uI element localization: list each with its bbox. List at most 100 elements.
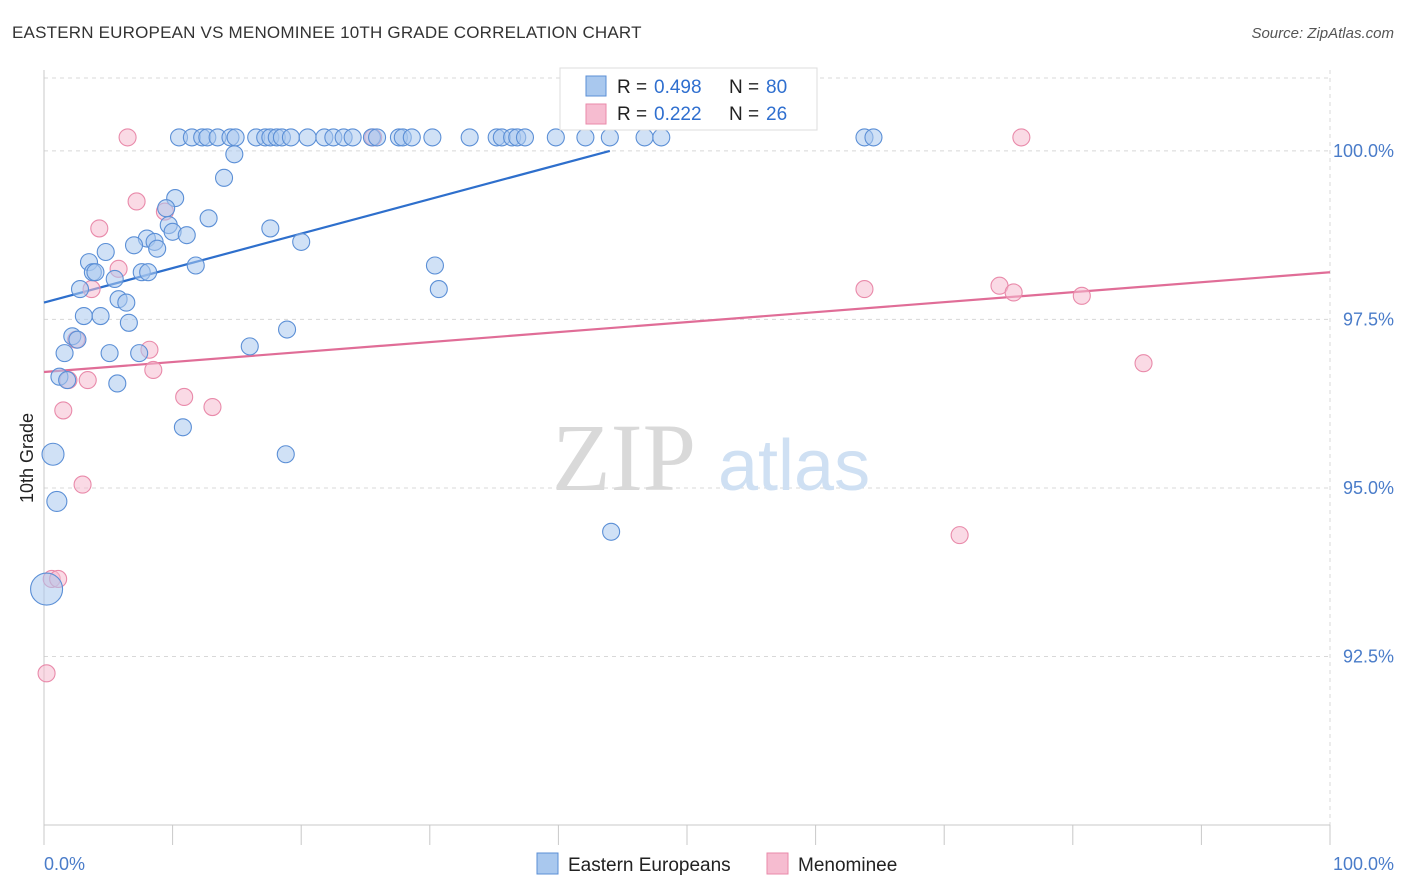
y-tick-label: 95.0%: [1343, 478, 1394, 498]
menominee-point: [1012, 128, 1031, 147]
eastern-european-point: [652, 128, 671, 147]
eastern-european-point: [173, 418, 192, 437]
watermark-zip: ZIP: [552, 404, 696, 511]
menominee-point: [37, 664, 56, 683]
legend-blue-label: Eastern Europeans: [568, 855, 731, 876]
y-tick-label: 92.5%: [1343, 646, 1394, 666]
eastern-european-point: [148, 239, 167, 258]
eastern-european-point: [240, 337, 259, 356]
menominee-point: [127, 192, 146, 211]
eastern-european-point: [214, 168, 234, 187]
eastern-european-point: [460, 128, 479, 147]
menominee-point: [78, 371, 97, 390]
eastern-european-point: [864, 128, 883, 147]
eastern-european-point: [30, 572, 64, 606]
source-credit: Source: ZipAtlas.com: [1251, 25, 1394, 42]
eastern-european-point: [635, 128, 654, 147]
y-tick-labels: 100.0% 97.5% 95.0% 92.5%: [1333, 141, 1394, 667]
eastern-european-point: [96, 242, 115, 262]
stats-pink-n-value: 26: [766, 104, 787, 125]
eastern-european-point: [226, 128, 245, 147]
eastern-european-point: [46, 490, 68, 512]
eastern-european-point: [429, 280, 448, 299]
eastern-european-point: [281, 128, 300, 147]
x-tick-max: 100.0%: [1333, 854, 1394, 874]
stats-pink-swatch: [585, 103, 607, 125]
eastern-european-point: [86, 263, 105, 282]
eastern-european-point: [117, 293, 136, 312]
eastern-european-point: [425, 256, 444, 275]
eastern-european-point: [261, 219, 280, 238]
eastern-european-point: [100, 344, 119, 363]
eastern-european-point: [199, 209, 218, 228]
eastern-european-point: [186, 256, 205, 275]
eastern-european-point: [576, 128, 595, 147]
stats-pink-r-value: 0.222: [654, 104, 702, 125]
stats-blue-n-label: N =: [729, 77, 759, 98]
legend-pink-label: Menominee: [798, 855, 897, 876]
eastern-european-point: [600, 128, 619, 147]
menominee-point: [175, 387, 194, 406]
eastern-european-point: [368, 128, 387, 147]
eastern-european-point: [602, 522, 621, 541]
x-tick-min: 0.0%: [44, 854, 85, 874]
eastern-european-point: [225, 145, 244, 164]
stats-pink-r-label: R =: [617, 104, 647, 125]
eastern-european-point: [119, 313, 138, 332]
eastern-european-point: [105, 269, 124, 289]
legend-pink-swatch: [766, 852, 789, 875]
menominee-point: [118, 128, 137, 147]
stats-blue-n-value: 80: [766, 77, 787, 98]
stats-blue-r-label: R =: [617, 77, 647, 98]
menominee-point: [855, 280, 874, 299]
chart-title: EASTERN EUROPEAN VS MENOMINEE 10TH GRADE…: [12, 23, 642, 42]
menominee-point: [90, 219, 109, 238]
eastern-european-point: [124, 236, 144, 255]
eastern-european-point: [278, 320, 297, 339]
eastern-european-point: [343, 128, 362, 147]
watermark-atlas: atlas: [718, 426, 870, 506]
eastern-european-point: [276, 445, 295, 464]
y-tick-label: 97.5%: [1343, 309, 1394, 329]
eastern-european-point: [423, 128, 442, 147]
eastern-european-point: [58, 371, 77, 390]
eastern-european-trend-line: [43, 149, 611, 304]
eastern-european-point: [41, 442, 65, 466]
menominee-point: [73, 475, 92, 494]
menominee-point: [1072, 286, 1091, 305]
eastern-european-point: [91, 306, 110, 326]
menominee-point: [1004, 283, 1023, 302]
y-axis-label: 10th Grade: [17, 413, 37, 503]
menominee-trend-line: [43, 271, 1331, 374]
watermark: ZIP atlas: [552, 404, 870, 511]
eastern-european-point: [55, 344, 74, 363]
eastern-european-point: [157, 199, 176, 218]
y-tick-label: 100.0%: [1333, 141, 1394, 161]
stats-pink-n-label: N =: [729, 104, 759, 125]
eastern-european-point: [70, 280, 90, 299]
eastern-european-point: [130, 344, 149, 363]
eastern-european-point: [546, 128, 565, 147]
stats-blue-swatch: [585, 75, 607, 97]
menominee-point: [950, 526, 969, 545]
eastern-european-point: [68, 330, 87, 349]
eastern-european-point: [74, 306, 93, 326]
legend-blue-swatch: [536, 852, 559, 875]
eastern-european-point: [177, 226, 196, 245]
stats-blue-r-value: 0.498: [654, 77, 702, 98]
eastern-european-point: [139, 263, 158, 282]
legend: Eastern Europeans Menominee: [536, 852, 897, 876]
eastern-european-point: [298, 128, 317, 147]
trend-lines: [43, 149, 1331, 374]
menominee-point: [54, 401, 73, 420]
menominee-point: [203, 398, 222, 417]
menominee-point: [144, 360, 163, 380]
eastern-european-point: [292, 232, 311, 251]
eastern-european-point: [515, 128, 535, 147]
stats-box: R = 0.498 N = 80 R = 0.222 N = 26: [559, 67, 818, 131]
menominee-point: [1134, 354, 1153, 373]
eastern-european-points: [30, 128, 883, 606]
eastern-european-point: [108, 374, 127, 393]
eastern-european-point: [402, 128, 421, 147]
